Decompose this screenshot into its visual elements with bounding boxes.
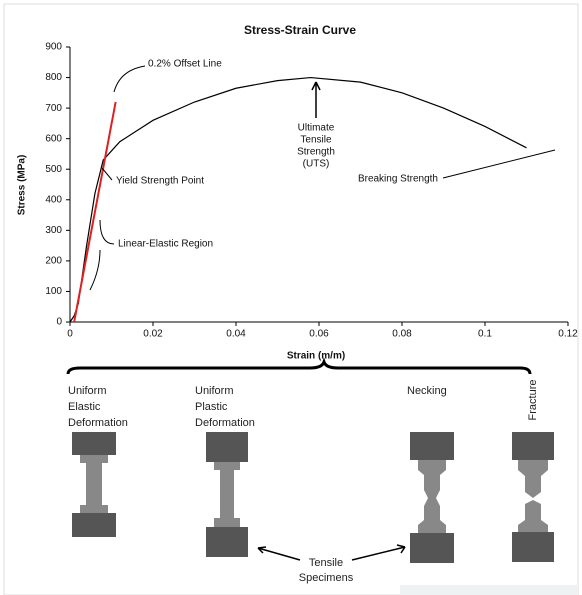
x-tick-label: 0	[67, 329, 73, 340]
x-tick-label: 0.04	[226, 329, 246, 340]
x-axis-label: Strain (m/m)	[287, 351, 345, 362]
arrow	[443, 150, 555, 178]
image-fragment	[400, 585, 578, 595]
annotation: Yield Strength Point	[116, 176, 204, 187]
annotation: Linear-Elastic Region	[118, 239, 213, 250]
y-tick-label: 0	[56, 317, 62, 328]
stage-label: Deformation	[195, 417, 255, 429]
stage-label: Necking	[407, 385, 447, 397]
line	[74, 102, 116, 322]
stage-label: Elastic	[68, 401, 101, 413]
specimen	[410, 432, 454, 563]
stage-label: Uniform	[68, 385, 107, 397]
chart-title: Stress-Strain Curve	[244, 23, 356, 37]
specimen	[512, 432, 554, 562]
specimens-label: Tensile	[309, 557, 343, 569]
x-tick-label: 0.1	[478, 329, 492, 340]
y-tick-label: 600	[45, 133, 62, 144]
annotation: Breaking Strength	[358, 174, 438, 185]
annotation: Ultimate	[298, 123, 335, 134]
x-tick-label: 0.06	[309, 329, 329, 340]
y-tick-label: 900	[45, 42, 62, 53]
y-tick-label: 300	[45, 225, 62, 236]
y-tick-label: 100	[45, 286, 62, 297]
arrow	[102, 168, 112, 180]
annotation: Tensile	[300, 135, 332, 146]
x-tick-label: 0.02	[143, 329, 163, 340]
y-tick-label: 500	[45, 164, 62, 175]
x-tick-label: 0.08	[392, 329, 412, 340]
annotation: Strength	[297, 147, 335, 158]
y-tick-label: 200	[45, 256, 62, 267]
y-axis-label: Stress (MPa)	[17, 155, 28, 216]
figure: Stress-Strain Curve Strain (m/m) Stress …	[0, 0, 582, 595]
y-tick-label: 400	[45, 194, 62, 205]
annotation: (UTS)	[303, 159, 330, 170]
annotation: 0.2% Offset Line	[148, 59, 222, 70]
stage-label: Deformation	[68, 417, 128, 429]
y-tick-label: 800	[45, 72, 62, 83]
specimens-label: Specimens	[299, 572, 354, 584]
stage-label: Plastic	[195, 401, 228, 413]
arrow	[114, 66, 145, 92]
y-tick-label: 700	[45, 103, 62, 114]
stage-label: Uniform	[195, 385, 234, 397]
stage-label: Fracture	[527, 380, 539, 421]
x-tick-label: 0.12	[558, 329, 578, 340]
specimen	[206, 432, 248, 557]
specimen	[72, 432, 116, 537]
brace	[68, 362, 530, 374]
arrow	[312, 82, 320, 118]
line	[70, 78, 527, 322]
arrow	[90, 220, 114, 290]
